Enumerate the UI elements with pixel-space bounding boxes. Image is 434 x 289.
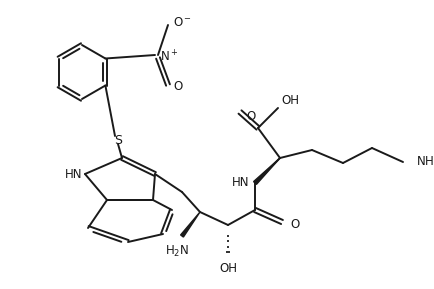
Text: HN: HN bbox=[232, 177, 250, 190]
Text: OH: OH bbox=[281, 94, 299, 107]
Text: H$_2$N: H$_2$N bbox=[165, 244, 189, 259]
Text: HN: HN bbox=[65, 168, 83, 181]
Text: N$^+$: N$^+$ bbox=[160, 49, 178, 65]
Text: NH$_2$: NH$_2$ bbox=[416, 154, 434, 170]
Text: OH: OH bbox=[219, 262, 237, 275]
Text: O: O bbox=[290, 218, 299, 231]
Polygon shape bbox=[181, 212, 200, 237]
Text: O: O bbox=[246, 110, 255, 123]
Text: S: S bbox=[114, 134, 122, 147]
Polygon shape bbox=[253, 158, 280, 184]
Text: O: O bbox=[173, 81, 182, 94]
Text: O$^-$: O$^-$ bbox=[173, 16, 192, 29]
